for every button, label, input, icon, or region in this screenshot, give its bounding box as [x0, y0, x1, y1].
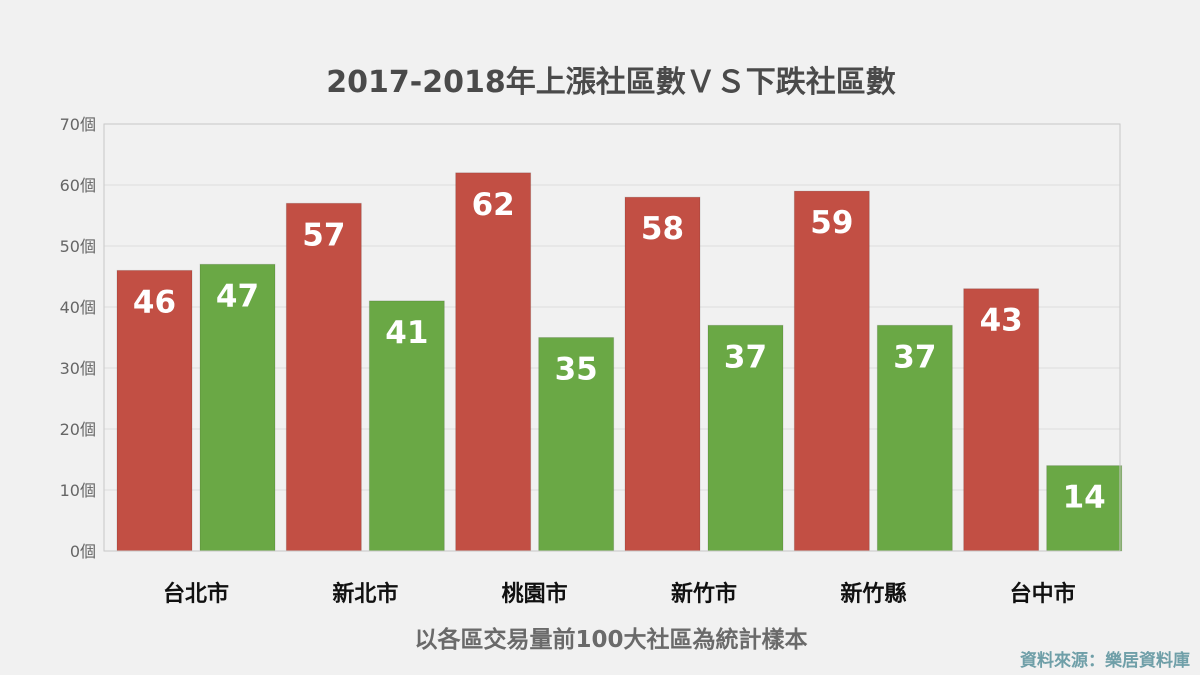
y-tick-label: 60個: [60, 176, 96, 195]
source-note: 資料來源：樂居資料庫: [1020, 650, 1190, 671]
data-labels: 46 47 57 41 62 35 58 37 59 37 43 14: [133, 187, 1106, 516]
bar: [707, 324, 784, 552]
y-axis-ticks: 0個 10個 20個 30個 40個 50個 60個 70個: [60, 115, 96, 561]
bar: [455, 172, 532, 552]
y-tick-label: 30個: [60, 359, 96, 378]
bar: [793, 190, 870, 552]
y-tick-label: 0個: [70, 542, 96, 561]
bar: [116, 269, 193, 552]
bar: [624, 196, 701, 552]
category-label: 新竹市: [671, 581, 737, 607]
y-tick-label: 20個: [60, 420, 96, 439]
bar: [963, 288, 1040, 552]
bar: [285, 202, 362, 552]
bar: [368, 300, 445, 552]
category-label: 新竹縣: [840, 581, 906, 607]
chart-title: 2017-2018年上漲社區數ＶＳ下跌社區數: [326, 65, 895, 100]
bar-value-label: 62: [472, 187, 515, 223]
y-tick-label: 10個: [60, 481, 96, 500]
category-label: 台中市: [1010, 581, 1076, 607]
bar-value-label: 47: [216, 278, 259, 314]
plot-frame: [103, 123, 1121, 552]
bar-value-label: 46: [133, 284, 176, 320]
bar: [1046, 465, 1123, 552]
bar-value-label: 14: [1063, 480, 1106, 516]
category-label: 台北市: [163, 581, 229, 607]
bar: [538, 337, 615, 552]
bar: [876, 324, 953, 552]
bar-value-label: 59: [810, 205, 853, 241]
bar-value-label: 41: [385, 315, 428, 351]
y-tick-label: 50個: [60, 237, 96, 256]
y-tick-label: 70個: [60, 115, 96, 134]
bar-value-label: 43: [980, 303, 1023, 339]
category-label: 新北市: [332, 581, 398, 607]
bars: [116, 172, 1123, 552]
bar-value-label: 35: [555, 352, 598, 388]
bar-value-label: 58: [641, 211, 684, 247]
y-tick-label: 40個: [60, 298, 96, 317]
bar: [199, 263, 276, 552]
bar-value-label: 57: [302, 217, 345, 253]
x-axis-label: 以各區交易量前100大社區為統計樣本: [414, 626, 807, 653]
x-axis-categories: 台北市 新北市 桃園市 新竹市 新竹縣 台中市: [163, 581, 1076, 607]
bar-value-label: 37: [893, 339, 936, 375]
bar-value-label: 37: [724, 339, 767, 375]
category-label: 桃園市: [502, 581, 568, 607]
